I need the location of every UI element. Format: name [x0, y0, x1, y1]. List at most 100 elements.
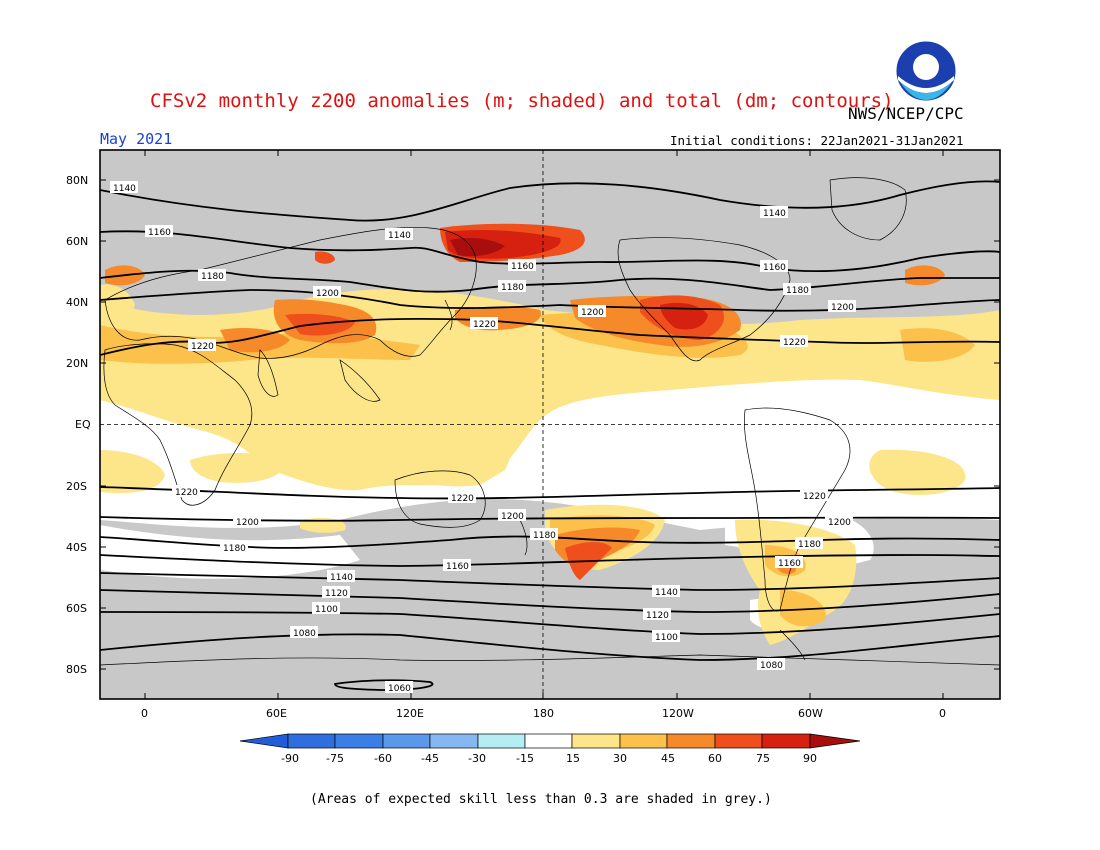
lat-label-20s: 20S — [66, 480, 87, 493]
contour-1200-north — [100, 289, 1000, 312]
contour-label: 1200 — [501, 512, 524, 522]
contour-label: 1160 — [446, 562, 469, 572]
colorbar-tick: 75 — [756, 752, 770, 765]
colorbar: -90 -75 -60 -45 -30 -15 15 30 45 60 75 9… — [239, 733, 861, 765]
colorbar-tick: 90 — [803, 752, 817, 765]
month-label: May 2021 — [100, 130, 173, 148]
lon-label-120e: 120E — [396, 707, 424, 720]
contour-1160-south — [100, 554, 1000, 567]
contour-1180-north — [100, 269, 1000, 293]
contour-label: 1160 — [148, 228, 171, 238]
contour-label: 1180 — [786, 286, 809, 296]
contour-label: 1180 — [533, 531, 556, 541]
colorbar-swatch — [429, 733, 479, 749]
anomaly-60-small — [315, 251, 335, 264]
lon-label-0: 0 — [141, 707, 148, 720]
chart-title: CFSv2 monthly z200 anomalies (m; shaded)… — [150, 90, 894, 112]
contour-label: 1100 — [655, 633, 678, 643]
lat-label-80n: 80N — [66, 174, 88, 187]
contour-label: 1140 — [763, 209, 786, 219]
contour-label: 1160 — [778, 559, 801, 569]
colorbar-swatch — [666, 733, 716, 749]
contour-label: 1140 — [388, 231, 411, 241]
lat-label-40s: 40S — [66, 541, 87, 554]
contour-label: 1120 — [325, 589, 348, 599]
anomaly-45-europe2 — [905, 265, 945, 286]
coast-india — [257, 349, 279, 397]
lat-axis — [100, 179, 1000, 670]
contour-label: 1140 — [113, 184, 136, 194]
colorbar-tick: 45 — [661, 752, 675, 765]
contour-label: 1120 — [646, 611, 669, 621]
colorbar-low-arrow — [239, 733, 289, 749]
contour-1100-south — [100, 611, 1000, 635]
colorbar-swatch — [571, 733, 621, 749]
anomaly-15-atlantic-s — [869, 449, 966, 495]
lat-label-60n: 60N — [66, 235, 88, 248]
noaa-logo-icon — [895, 40, 957, 102]
coast-australia — [394, 470, 486, 528]
colorbar-tick: -30 — [468, 752, 486, 765]
colorbar-tick: 15 — [566, 752, 580, 765]
lat-label-40n: 40N — [66, 296, 88, 309]
contour-label: 1220 — [451, 494, 474, 504]
contour-label: 1200 — [316, 289, 339, 299]
lat-label-20n: 20N — [66, 357, 88, 370]
anomaly-90-nepac — [450, 238, 505, 257]
colorbar-tick: -45 — [421, 752, 439, 765]
lat-label-60s: 60S — [66, 602, 87, 615]
colorbar-swatch — [761, 733, 811, 749]
lon-axis — [144, 150, 944, 699]
map-frame — [99, 149, 1001, 700]
contour-label: 1180 — [223, 544, 246, 554]
coast-samerica — [744, 407, 851, 612]
contour-1160-north — [100, 230, 1000, 273]
anomaly-30-atlantic-n — [900, 328, 975, 362]
anomaly-15-indian — [190, 453, 285, 483]
colorbar-tick: -60 — [374, 752, 392, 765]
colorbar-swatch — [714, 733, 763, 749]
coast-japan — [444, 299, 453, 331]
lon-label-180: 180 — [533, 707, 554, 720]
contour-label: 1200 — [581, 308, 604, 318]
contour-label: 1220 — [803, 492, 826, 502]
coast-antarctica — [100, 654, 1000, 666]
contour-label: 1220 — [191, 342, 214, 352]
contour-label: 1180 — [201, 272, 224, 282]
contour-label: 1060 — [388, 684, 411, 694]
contour-label: 1100 — [315, 605, 338, 615]
colorbar-swatch — [477, 733, 526, 749]
lon-label-120w: 120W — [662, 707, 694, 720]
contour-1060-south — [334, 679, 434, 691]
colorbar-swatch — [382, 733, 431, 749]
contour-1220-south — [100, 486, 1000, 500]
skill-footnote: (Areas of expected skill less than 0.3 a… — [310, 792, 772, 807]
contour-label: 1180 — [501, 283, 524, 293]
contour-label: 1200 — [831, 303, 854, 313]
contour-1080-south — [100, 633, 1000, 661]
colorbar-tick: 60 — [708, 752, 722, 765]
contour-label: 1200 — [828, 518, 851, 528]
coast-greenland — [829, 177, 907, 241]
contour-label: 1160 — [511, 262, 534, 272]
colorbar-tick: 30 — [613, 752, 627, 765]
contour-labels: 1140 1140 1140 1160 1160 1160 1180 1180 … — [110, 181, 856, 694]
initial-conditions: Initial conditions: 22Jan2021-31Jan2021 — [670, 133, 964, 148]
lat-label-eq: EQ — [75, 418, 91, 431]
contour-1140-south — [100, 572, 1000, 591]
contour-label: 1220 — [783, 338, 806, 348]
contour-1140-north — [100, 180, 1000, 222]
contour-label: 1140 — [655, 588, 678, 598]
anomaly-45-asia2 — [220, 328, 290, 353]
reference-lines — [100, 150, 1000, 699]
contour-label: 1140 — [330, 573, 353, 583]
colorbar-swatch — [524, 733, 573, 749]
anomaly-60-asia — [285, 313, 355, 336]
agency-label: NWS/NCEP/CPC — [848, 104, 964, 123]
anomaly-15-africa-s — [100, 450, 165, 494]
contour-label: 1220 — [473, 320, 496, 330]
anomaly-15-west-pacific — [320, 330, 515, 487]
colorbar-tick: -15 — [516, 752, 534, 765]
colorbar-swatch — [619, 733, 668, 749]
